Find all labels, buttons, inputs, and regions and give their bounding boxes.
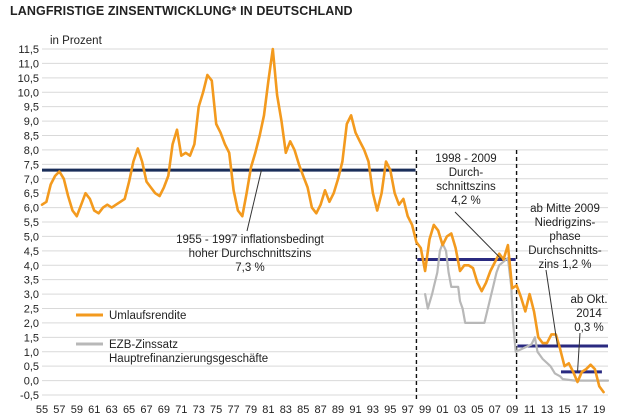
- x-tick-label: 77: [227, 404, 239, 416]
- y-tick-label: 2,0: [24, 318, 39, 330]
- legend-label-ezb: Hauptrefinanzierungsgeschäfte: [109, 353, 268, 365]
- annotation-1955-1997: 7,3 %: [235, 262, 264, 274]
- x-tick-label: 91: [349, 404, 361, 416]
- annotation-ab-2009: zins 1,2 %: [538, 259, 591, 271]
- annotation-1998-2009: 1998 - 2009: [435, 153, 496, 165]
- annotation-leader: [246, 169, 262, 232]
- x-tick-label: 87: [315, 404, 327, 416]
- annotation-ab-2009: phase: [549, 231, 580, 243]
- y-tick-label: 11,0: [18, 58, 39, 70]
- y-tick-label: 10,5: [18, 73, 39, 85]
- x-tick-label: 81: [262, 404, 274, 416]
- x-tick-label: 03: [454, 404, 466, 416]
- legend-label-umlaufsrendite: Umlaufsrendite: [109, 310, 186, 322]
- x-tick-label: 99: [419, 404, 431, 416]
- x-tick-label: 01: [436, 404, 448, 416]
- x-tick-label: 63: [106, 404, 118, 416]
- x-tick-label: 11: [524, 404, 535, 416]
- y-tick-label: 3,5: [24, 275, 39, 287]
- annotation-ab-2009: Niedrigzins-: [535, 217, 596, 229]
- x-tick-label: 07: [489, 404, 501, 416]
- annotation-leader: [577, 332, 581, 372]
- y-tick-label: 4,0: [24, 260, 39, 272]
- y-tick-label: 8,5: [24, 131, 39, 143]
- x-tick-label: 19: [593, 404, 605, 416]
- annotation-ab-okt-2014: 0,3 %: [574, 322, 603, 334]
- y-tick-label: 5,0: [24, 231, 39, 243]
- x-tick-label: 05: [471, 404, 483, 416]
- annotation-1998-2009: Durch-: [449, 167, 484, 179]
- y-tick-label: 0,5: [24, 361, 39, 373]
- y-tick-label: 3,0: [24, 289, 39, 301]
- y-axis-unit-label: in Prozent: [50, 35, 103, 47]
- x-tick-label: 15: [558, 404, 570, 416]
- annotation-1998-2009: schnittszins: [436, 181, 496, 193]
- annotation-leader: [545, 269, 558, 347]
- x-tick-label: 83: [280, 404, 292, 416]
- annotation-leader: [454, 211, 503, 260]
- x-tick-label: 61: [88, 404, 100, 416]
- chart-title: LANGFRISTIGE ZINSENTWICKLUNG* IN DEUTSCH…: [10, 4, 353, 18]
- x-tick-label: 55: [36, 404, 48, 416]
- y-tick-label: 10,0: [18, 87, 39, 99]
- annotation-1955-1997: hoher Durchschnittszins: [189, 248, 312, 260]
- x-tick-label: 69: [158, 404, 170, 416]
- x-tick-label: 85: [297, 404, 309, 416]
- y-tick-label: 8,0: [24, 145, 39, 157]
- x-tick-label: 89: [332, 404, 344, 416]
- y-tick-label: 0,0: [24, 376, 39, 388]
- x-tick-label: 65: [123, 404, 135, 416]
- y-tick-label: 9,0: [24, 116, 39, 128]
- ezb-zinssatz-line: [424, 242, 610, 382]
- x-tick-label: 09: [506, 404, 518, 416]
- legend-label-ezb: EZB-Zinssatz: [109, 339, 178, 351]
- umlaufsrendite-line: [40, 47, 605, 394]
- x-tick-label: 17: [576, 404, 588, 416]
- annotation-ab-okt-2014: ab Okt.: [570, 294, 607, 306]
- x-tick-label: 67: [140, 404, 152, 416]
- x-tick-label: 79: [245, 404, 257, 416]
- annotation-ab-2009: Durchschnitts-: [528, 245, 602, 257]
- x-tick-label: 75: [210, 404, 222, 416]
- y-tick-label: -0,5: [20, 390, 39, 402]
- x-tick-label: 13: [541, 404, 553, 416]
- y-tick-label: 5,5: [24, 217, 39, 229]
- x-tick-label: 71: [175, 404, 187, 416]
- y-tick-label: 4,5: [24, 246, 39, 258]
- x-tick-label: 59: [71, 404, 83, 416]
- y-tick-label: 6,0: [24, 203, 39, 215]
- y-tick-label: 7,5: [24, 159, 39, 171]
- x-tick-label: 97: [402, 404, 414, 416]
- y-tick-label: 11,5: [18, 44, 39, 56]
- y-tick-label: 9,5: [24, 102, 39, 114]
- x-tick-label: 95: [384, 404, 396, 416]
- annotation-ab-2009: ab Mitte 2009: [530, 203, 600, 215]
- x-tick-label: 73: [193, 404, 205, 416]
- y-tick-label: 1,5: [24, 332, 39, 344]
- y-tick-label: 6,5: [24, 188, 39, 200]
- x-tick-label: 93: [367, 404, 379, 416]
- annotation-ab-okt-2014: 2014: [576, 308, 602, 320]
- y-tick-label: 2,5: [24, 304, 39, 316]
- x-tick-label: 57: [53, 404, 65, 416]
- annotation-1998-2009: 4,2 %: [451, 195, 480, 207]
- annotation-1955-1997: 1955 - 1997 inflationsbedingt: [176, 234, 325, 246]
- y-tick-label: 7,0: [24, 174, 39, 186]
- y-tick-label: 1,0: [24, 347, 39, 359]
